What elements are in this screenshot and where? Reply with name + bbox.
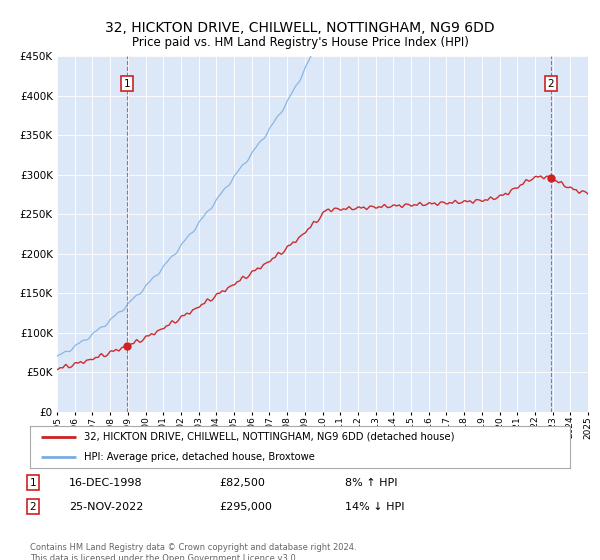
Text: 16-DEC-1998: 16-DEC-1998 — [69, 478, 143, 488]
Text: 8% ↑ HPI: 8% ↑ HPI — [345, 478, 398, 488]
Text: Contains HM Land Registry data © Crown copyright and database right 2024.
This d: Contains HM Land Registry data © Crown c… — [30, 543, 356, 560]
Text: 2: 2 — [548, 78, 554, 88]
Text: 14% ↓ HPI: 14% ↓ HPI — [345, 502, 404, 512]
Text: Price paid vs. HM Land Registry's House Price Index (HPI): Price paid vs. HM Land Registry's House … — [131, 36, 469, 49]
Text: 32, HICKTON DRIVE, CHILWELL, NOTTINGHAM, NG9 6DD: 32, HICKTON DRIVE, CHILWELL, NOTTINGHAM,… — [105, 21, 495, 35]
Text: HPI: Average price, detached house, Broxtowe: HPI: Average price, detached house, Brox… — [84, 452, 315, 462]
Text: 1: 1 — [124, 78, 130, 88]
Text: 2: 2 — [29, 502, 37, 512]
Text: 25-NOV-2022: 25-NOV-2022 — [69, 502, 143, 512]
Text: 32, HICKTON DRIVE, CHILWELL, NOTTINGHAM, NG9 6DD (detached house): 32, HICKTON DRIVE, CHILWELL, NOTTINGHAM,… — [84, 432, 455, 442]
Text: £82,500: £82,500 — [219, 478, 265, 488]
Text: £295,000: £295,000 — [219, 502, 272, 512]
Text: 1: 1 — [29, 478, 37, 488]
